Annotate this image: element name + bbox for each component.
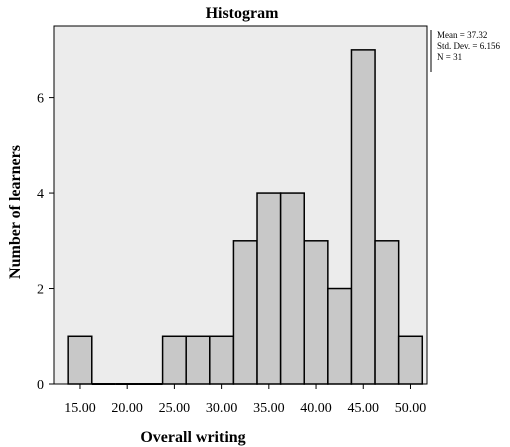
x-tick-label: 20.00 — [111, 401, 143, 416]
y-tick-labels: 0 2 4 6 — [37, 92, 44, 393]
histogram-bar — [397, 335, 424, 385]
x-tick-labels: 15.00 20.00 25.00 30.00 35.00 40.00 45.00 50.00 — [64, 401, 426, 416]
histogram-bar — [256, 192, 282, 385]
histogram-bar — [232, 240, 258, 385]
histogram-bar — [327, 287, 353, 385]
histogram-bar — [209, 335, 235, 385]
y-tick-label: 0 — [37, 378, 44, 393]
histogram-bar — [279, 192, 305, 385]
y-tick-label: 4 — [37, 187, 44, 202]
y-axis-title: Number of learners — [7, 145, 24, 279]
histogram-bar — [350, 49, 376, 385]
axes — [49, 97, 411, 389]
histogram-bar — [161, 335, 187, 385]
histogram-bar — [185, 335, 211, 385]
x-tick-label: 30.00 — [206, 401, 238, 416]
x-tick-label: 25.00 — [159, 401, 191, 416]
histogram-bar — [303, 240, 329, 385]
x-tick-label: 50.00 — [395, 401, 427, 416]
y-tick-label: 6 — [37, 92, 44, 107]
chart-title: Histogram — [206, 5, 280, 22]
x-tick-label: 35.00 — [253, 401, 285, 416]
histogram-bar — [374, 240, 400, 385]
y-tick-label: 2 — [37, 283, 44, 298]
stats-std-dev: Std. Dev. = 6.156 — [437, 41, 500, 51]
x-tick-label: 40.00 — [300, 401, 332, 416]
stats-mean: Mean = 37.32 — [437, 30, 487, 40]
stats-legend: Mean = 37.32 Std. Dev. = 6.156 N = 31 — [430, 30, 500, 72]
stats-n: N = 31 — [437, 52, 462, 62]
x-axis-title: Overall writing — [140, 429, 245, 446]
x-tick-label: 45.00 — [348, 401, 380, 416]
histogram-bar — [67, 335, 93, 385]
x-tick-label: 15.00 — [64, 401, 96, 416]
bars-group — [67, 49, 424, 385]
